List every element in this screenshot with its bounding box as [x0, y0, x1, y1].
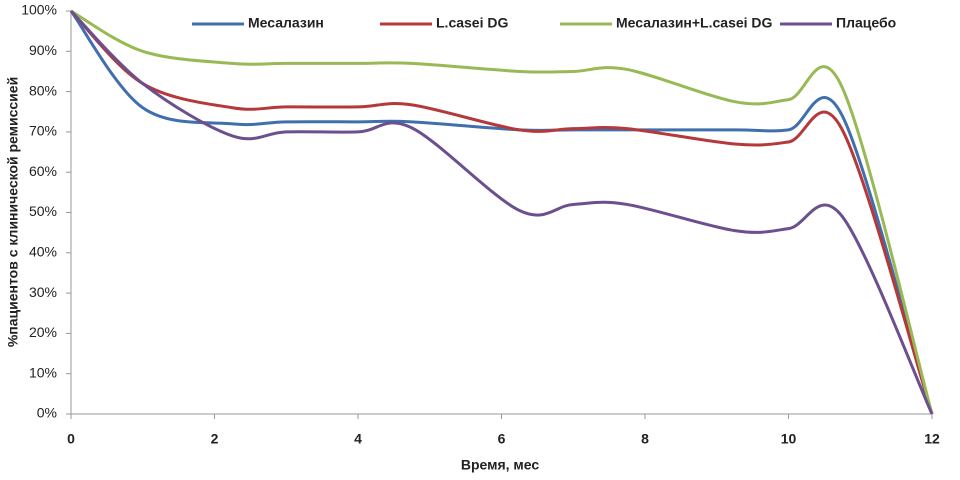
x-axis-label: Время, мес	[461, 457, 540, 473]
series-line	[69, 9, 934, 415]
y-tick-label: 100%	[21, 2, 57, 18]
y-axis-label: %пациентов с клинической ремиссией	[5, 77, 21, 347]
y-tick-label: 30%	[29, 284, 57, 300]
x-tick-label: 6	[498, 431, 506, 447]
x-tick-label: 4	[354, 431, 362, 447]
legend-label: L.casei DG	[436, 15, 508, 31]
y-tick-label: 0%	[37, 405, 57, 421]
series-line	[69, 9, 934, 415]
legend-label: Плацебо	[836, 15, 896, 31]
x-tick-label: 8	[641, 431, 649, 447]
x-tick-label: 2	[211, 431, 219, 447]
y-tick-label: 80%	[29, 82, 57, 98]
legend-label: Месалазин+L.casei DG	[616, 15, 773, 31]
y-tick-label: 90%	[29, 42, 57, 58]
y-tick-label: 50%	[29, 203, 57, 219]
x-tick-label: 10	[781, 431, 797, 447]
x-tick-label: 12	[924, 431, 940, 447]
y-tick-label: 40%	[29, 244, 57, 260]
legend-label: Месалазин	[248, 15, 324, 31]
y-tick-label: 10%	[29, 364, 57, 380]
x-tick-label: 0	[67, 431, 75, 447]
y-tick-label: 70%	[29, 123, 57, 139]
series-line	[70, 9, 934, 415]
y-tick-label: 60%	[29, 163, 57, 179]
y-tick-label: 20%	[29, 324, 57, 340]
